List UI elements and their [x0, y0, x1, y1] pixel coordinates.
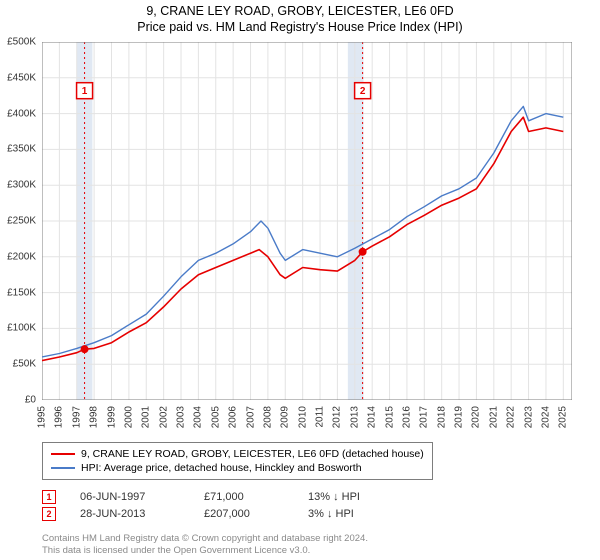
- marker-date: 28-JUN-2013: [80, 508, 180, 520]
- y-tick-label: £500K: [7, 37, 36, 48]
- y-tick-label: £50K: [13, 359, 36, 370]
- sale-markers-table: 1 06-JUN-1997 £71,000 13% ↓ HPI 2 28-JUN…: [42, 490, 388, 524]
- footer-line: This data is licensed under the Open Gov…: [42, 545, 368, 557]
- x-tick-label: 2001: [141, 406, 152, 428]
- y-tick-label: £100K: [7, 323, 36, 334]
- x-tick-label: 2016: [401, 406, 412, 428]
- x-tick-label: 2011: [315, 406, 326, 428]
- x-tick-label: 2005: [210, 406, 221, 428]
- legend-label: 9, CRANE LEY ROAD, GROBY, LEICESTER, LE6…: [81, 448, 424, 460]
- x-tick-label: 2002: [158, 406, 169, 428]
- legend-swatch: [51, 467, 75, 469]
- x-tick-label: 1997: [71, 406, 82, 428]
- x-tick-label: 1998: [89, 406, 100, 428]
- sale-marker-row: 2 28-JUN-2013 £207,000 3% ↓ HPI: [42, 507, 388, 521]
- x-tick-label: 2000: [123, 406, 134, 428]
- x-tick-label: 2024: [540, 406, 551, 428]
- y-axis-labels: £0£50K£100K£150K£200K£250K£300K£350K£400…: [0, 42, 40, 400]
- x-tick-label: 2013: [349, 406, 360, 428]
- y-tick-label: £150K: [7, 287, 36, 298]
- x-tick-label: 2003: [176, 406, 187, 428]
- y-tick-label: £0: [25, 395, 36, 406]
- x-tick-label: 2019: [454, 406, 465, 428]
- x-axis-labels: 1995199619971998199920002001200220032004…: [42, 402, 572, 442]
- y-tick-label: £200K: [7, 251, 36, 262]
- x-tick-label: 2023: [523, 406, 534, 428]
- x-tick-label: 2008: [262, 406, 273, 428]
- x-tick-label: 2015: [384, 406, 395, 428]
- chart-svg: 12: [42, 42, 572, 400]
- x-tick-label: 2006: [228, 406, 239, 428]
- x-tick-label: 1996: [54, 406, 65, 428]
- legend-label: HPI: Average price, detached house, Hinc…: [81, 462, 362, 474]
- sale-marker-row: 1 06-JUN-1997 £71,000 13% ↓ HPI: [42, 490, 388, 504]
- x-tick-label: 2012: [332, 406, 343, 428]
- chart-title-main: 9, CRANE LEY ROAD, GROBY, LEICESTER, LE6…: [0, 4, 600, 18]
- chart-titles: 9, CRANE LEY ROAD, GROBY, LEICESTER, LE6…: [0, 0, 600, 34]
- footer-line: Contains HM Land Registry data © Crown c…: [42, 533, 368, 545]
- marker-price: £71,000: [204, 491, 284, 503]
- marker-box-icon: 1: [42, 490, 56, 504]
- y-tick-label: £450K: [7, 72, 36, 83]
- y-tick-label: £300K: [7, 180, 36, 191]
- y-tick-label: £250K: [7, 216, 36, 227]
- svg-text:2: 2: [360, 86, 366, 97]
- x-tick-label: 2007: [245, 406, 256, 428]
- marker-date: 06-JUN-1997: [80, 491, 180, 503]
- x-tick-label: 2025: [558, 406, 569, 428]
- y-tick-label: £400K: [7, 108, 36, 119]
- legend-item: HPI: Average price, detached house, Hinc…: [51, 461, 424, 475]
- marker-box-icon: 2: [42, 507, 56, 521]
- x-tick-label: 2020: [471, 406, 482, 428]
- y-tick-label: £350K: [7, 144, 36, 155]
- x-tick-label: 2018: [436, 406, 447, 428]
- x-tick-label: 1995: [37, 406, 48, 428]
- x-tick-label: 2021: [488, 406, 499, 428]
- plot-area: 12: [42, 42, 572, 400]
- chart-container: 9, CRANE LEY ROAD, GROBY, LEICESTER, LE6…: [0, 0, 600, 560]
- marker-pct: 13% ↓ HPI: [308, 491, 388, 503]
- x-tick-label: 2009: [280, 406, 291, 428]
- x-tick-label: 2010: [297, 406, 308, 428]
- legend-swatch: [51, 453, 75, 455]
- x-tick-label: 2014: [367, 406, 378, 428]
- x-tick-label: 2022: [506, 406, 517, 428]
- footer: Contains HM Land Registry data © Crown c…: [42, 533, 368, 557]
- marker-price: £207,000: [204, 508, 284, 520]
- legend-item: 9, CRANE LEY ROAD, GROBY, LEICESTER, LE6…: [51, 447, 424, 461]
- x-tick-label: 2004: [193, 406, 204, 428]
- marker-pct: 3% ↓ HPI: [308, 508, 388, 520]
- x-tick-label: 2017: [419, 406, 430, 428]
- svg-text:1: 1: [82, 86, 88, 97]
- chart-title-sub: Price paid vs. HM Land Registry's House …: [0, 20, 600, 34]
- legend: 9, CRANE LEY ROAD, GROBY, LEICESTER, LE6…: [42, 442, 433, 480]
- x-tick-label: 1999: [106, 406, 117, 428]
